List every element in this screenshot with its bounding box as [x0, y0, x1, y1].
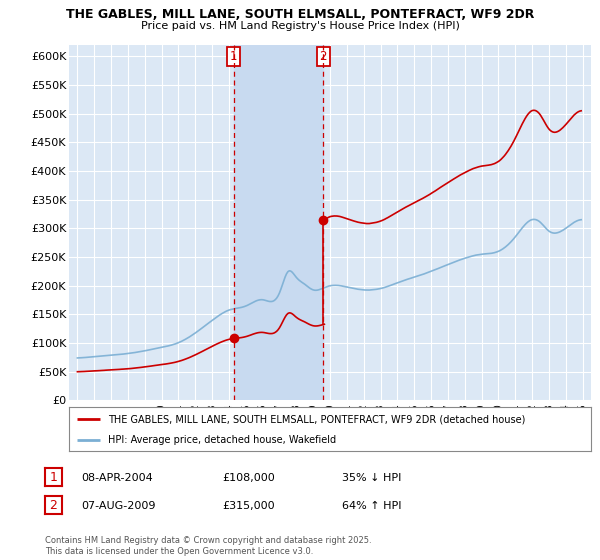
Bar [233, 45, 323, 400]
Text: 35% ↓ HPI: 35% ↓ HPI [342, 473, 401, 483]
Text: £108,000: £108,000 [222, 473, 275, 483]
Text: THE GABLES, MILL LANE, SOUTH ELMSALL, PONTEFRACT, WF9 2DR (detached house): THE GABLES, MILL LANE, SOUTH ELMSALL, PO… [108, 414, 526, 424]
Text: THE GABLES, MILL LANE, SOUTH ELMSALL, PONTEFRACT, WF9 2DR: THE GABLES, MILL LANE, SOUTH ELMSALL, PO… [66, 8, 534, 21]
Text: 64% ↑ HPI: 64% ↑ HPI [342, 501, 401, 511]
Text: 07-AUG-2009: 07-AUG-2009 [81, 501, 155, 511]
Text: 2: 2 [320, 50, 327, 63]
Text: 1: 1 [230, 50, 237, 63]
Text: £315,000: £315,000 [222, 501, 275, 511]
Text: Contains HM Land Registry data © Crown copyright and database right 2025.
This d: Contains HM Land Registry data © Crown c… [45, 536, 371, 556]
Text: HPI: Average price, detached house, Wakefield: HPI: Average price, detached house, Wake… [108, 435, 336, 445]
Text: 2: 2 [49, 498, 58, 512]
Text: 08-APR-2004: 08-APR-2004 [81, 473, 153, 483]
Text: Price paid vs. HM Land Registry's House Price Index (HPI): Price paid vs. HM Land Registry's House … [140, 21, 460, 31]
Text: 1: 1 [49, 470, 58, 484]
